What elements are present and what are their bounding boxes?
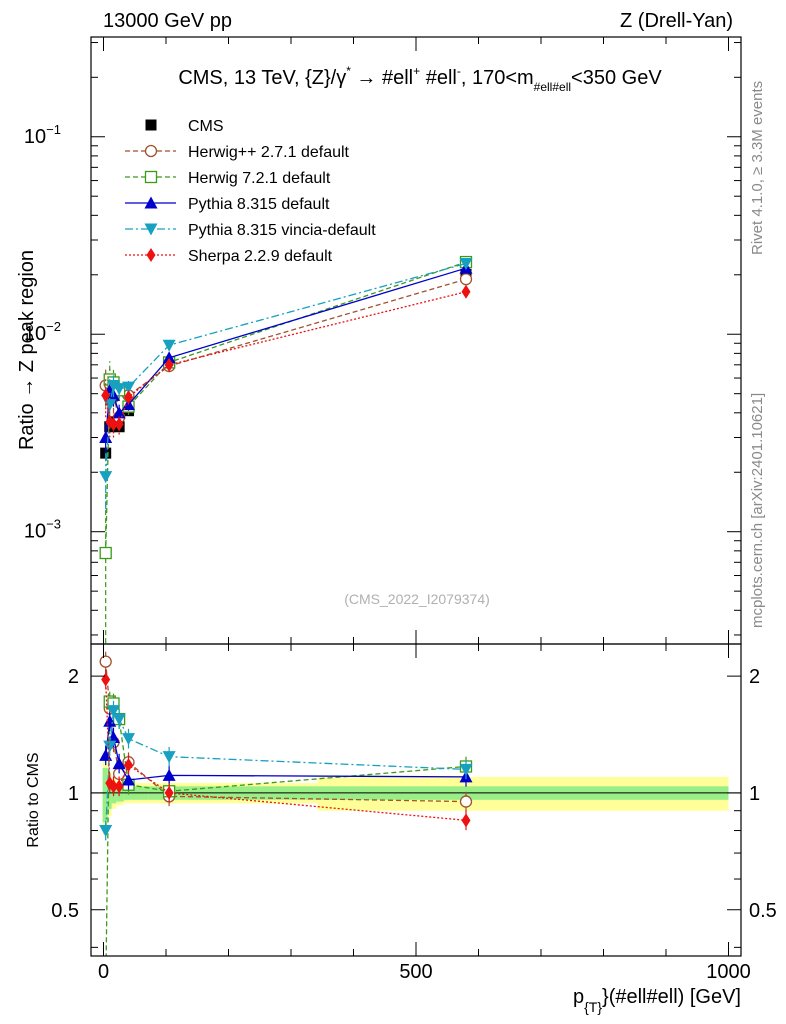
ratio-data-point [162, 751, 176, 764]
ratio-panel: 0.5 0.5 1 1 2 2 0 500 1000 [51, 643, 777, 996]
series-line [105, 261, 467, 554]
main-y-ticks [91, 42, 741, 636]
data-point [112, 383, 126, 396]
ratio-y-tick-label-left: 0.5 [51, 900, 79, 922]
ratio-series-pythia-8-315-default [99, 711, 473, 790]
data-point [103, 399, 117, 412]
legend-marker [146, 248, 156, 262]
ratio-data-point [99, 655, 112, 668]
header-right-label: Z (Drell-Yan) [620, 10, 733, 32]
legend-label: Herwig++ 2.7.1 default [188, 144, 350, 161]
data-point [459, 258, 473, 271]
plot-title: CMS, 13 TeV, {Z}/γ* → #ell+ #ell-, 170<m… [178, 64, 662, 94]
analysis-watermark: (CMS_2022_I2079374) [344, 591, 490, 607]
ratio-data-point [103, 714, 117, 727]
series-sherpa-2-2-9-default [101, 284, 471, 438]
series-line [105, 278, 467, 420]
series-line [105, 262, 467, 477]
x-tick-label: 1000 [706, 961, 751, 983]
data-point [459, 273, 473, 286]
header-left-label: 13000 GeV pp [103, 10, 232, 32]
data-point [99, 430, 113, 443]
band-inner-segment [102, 767, 108, 823]
legend-marker [144, 223, 158, 236]
legend-marker [144, 144, 158, 158]
series-cms [100, 268, 472, 461]
ratio-data-point [124, 758, 133, 773]
ratio-y-axis-label: Ratio to CMS [25, 752, 42, 847]
series-herwig-7-2-1-default [99, 255, 473, 644]
main-y-tick-label: 10−1 [24, 122, 61, 148]
band-inner-segment [107, 778, 112, 809]
legend-marker [144, 196, 158, 209]
legend-label: CMS [188, 118, 224, 135]
ratio-y-tick-label-right: 1 [749, 783, 760, 805]
main-y-tick-label: 10−2 [24, 319, 61, 345]
main-x-ticks [103, 37, 729, 644]
legend-marker [144, 170, 158, 184]
data-point [101, 388, 111, 403]
data-point [162, 351, 176, 364]
ratio-data-point [100, 985, 111, 996]
ratio-y-tick-label-left: 1 [68, 783, 79, 805]
data-point [107, 380, 120, 393]
ratio-data-point [122, 733, 135, 746]
data-point [112, 406, 126, 419]
x-axis-label: p{T}}(#ell#ell) [GeV] [573, 986, 741, 1015]
legend-label: Herwig 7.2.1 default [188, 170, 331, 187]
data-point [164, 357, 174, 372]
ratio-data-point [459, 763, 473, 776]
data-point [122, 381, 135, 394]
data-point [162, 339, 176, 352]
legend-label: Sherpa 2.2.9 default [188, 248, 333, 265]
main-series-group [99, 255, 473, 644]
ratio-y-tick-label-right: 0.5 [749, 900, 777, 922]
legend-label: Pythia 8.315 vincia-default [188, 222, 376, 239]
ratio-series-sherpa-2-2-9-default [101, 669, 471, 831]
ratio-data-point [99, 825, 113, 838]
ratio-ticks: 0.5 0.5 1 1 2 2 0 500 1000 [51, 644, 777, 983]
ratio-data-point [122, 773, 135, 786]
legend-marker [145, 119, 157, 131]
ratio-y-tick-label-left: 2 [68, 666, 79, 688]
ratio-data-point [103, 740, 117, 753]
series-line [105, 291, 467, 425]
data-point [124, 390, 133, 405]
legend: CMS Herwig++ 2.7.1 default Herwig 7.2.1 de… [125, 118, 376, 265]
data-point [99, 471, 113, 484]
data-point [114, 417, 124, 432]
series-pythia-8-315-vincia-default [99, 258, 473, 510]
ratio-data-point [112, 713, 126, 726]
ratio-series-group [99, 651, 473, 996]
x-tick-label: 500 [399, 961, 432, 983]
ratio-data-point [112, 757, 126, 770]
ratio-data-point [164, 785, 174, 800]
ratio-data-point [99, 748, 113, 761]
rivet-version-label: Rivet 4.1.0, ≥ 3.3M events [749, 81, 766, 255]
ratio-series-pythia-8-315-vincia-default [99, 700, 473, 841]
ratio-data-point [162, 768, 176, 781]
mcplots-label: mcplots.cern.ch [arXiv:2401.10621] [749, 393, 766, 628]
ratio-data-point [461, 813, 471, 828]
data-point [99, 546, 112, 560]
main-y-tick-label: 10−3 [24, 517, 61, 543]
series-line [105, 267, 467, 438]
ratio-data-point [101, 672, 111, 687]
ratio-data-point [109, 779, 118, 794]
ratio-series-line [105, 700, 467, 956]
main-panel: 10−3 10−2 10−1 CMS, 13 TeV, {Z}/γ* → #ell+… [24, 36, 742, 645]
data-point [461, 284, 471, 299]
ratio-data-point [114, 779, 124, 794]
main-y-tick-labels: 10−3 10−2 10−1 [24, 122, 61, 543]
ratio-y-tick-label-right: 2 [749, 666, 760, 688]
ratio-data-point [107, 705, 120, 718]
series-pythia-8-315-default [99, 261, 473, 454]
series-herwig-2-7-1-default [99, 273, 473, 430]
data-point [109, 417, 118, 432]
main-y-axis-label: Ratio → Z peak region [16, 250, 38, 450]
x-tick-label: 0 [98, 961, 109, 983]
legend-label: Pythia 8.315 default [188, 196, 330, 213]
ratio-data-point [459, 795, 473, 808]
